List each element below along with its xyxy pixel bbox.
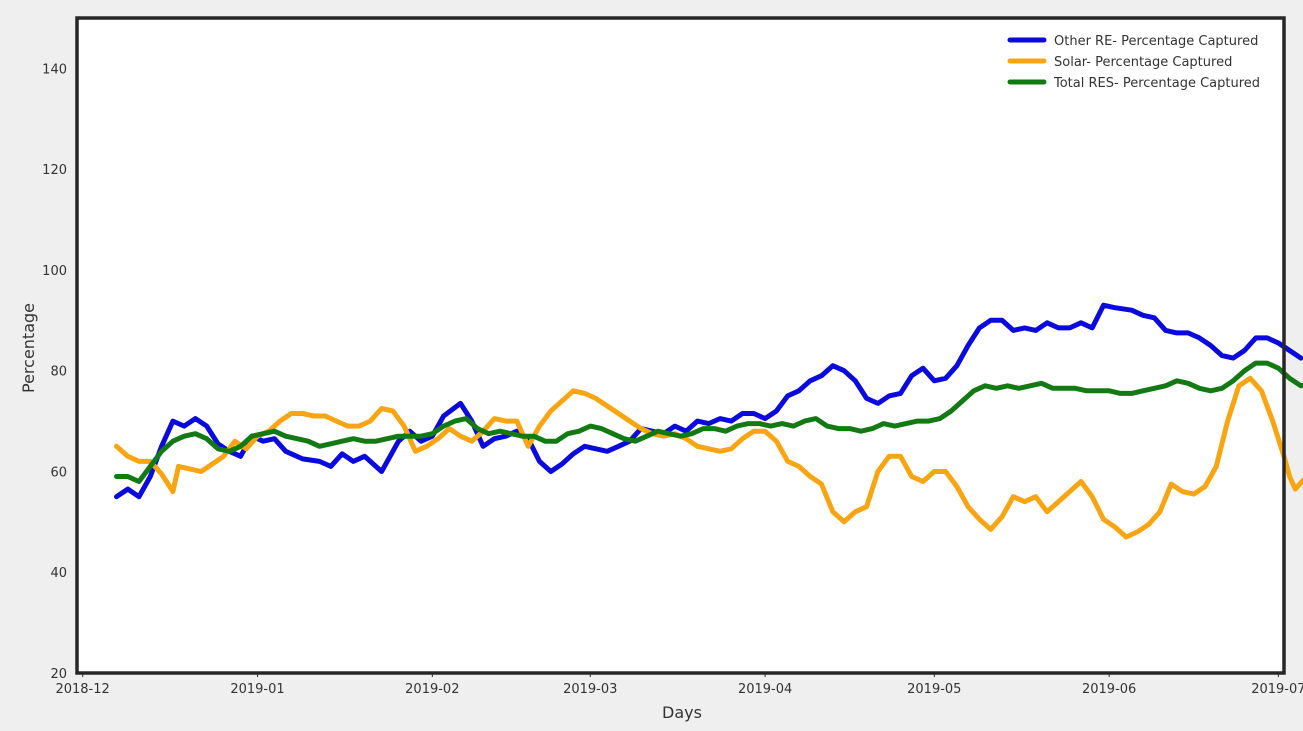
x-axis-label: Days: [662, 703, 702, 722]
legend-label-2: Total RES- Percentage Captured: [1053, 76, 1260, 91]
y-axis: 20 40 60 80 100 120 140: [42, 62, 67, 682]
x-tick-label: 2019-04: [738, 682, 792, 697]
legend-label-1: Solar- Percentage Captured: [1054, 55, 1232, 70]
plot-area: [77, 18, 1284, 673]
y-tick-label: 80: [50, 365, 67, 380]
y-axis-label: Percentage: [19, 303, 38, 393]
y-tick-label: 40: [50, 566, 67, 581]
x-axis: 2018-12 2019-01 2019-02 2019-03 2019-04 2019-…: [55, 673, 1303, 697]
series-line-1: [114, 375, 1303, 540]
legend-label-0: Other RE- Percentage Captured: [1054, 34, 1258, 49]
x-tick-label: 2019-02: [405, 682, 459, 697]
y-tick-label: 120: [42, 163, 67, 178]
y-tick-label: 20: [50, 667, 67, 682]
x-tick-label: 2019-01: [230, 682, 284, 697]
x-tick-label: 2019-06: [1082, 682, 1136, 697]
y-tick-label: 60: [50, 465, 67, 480]
legend: Other RE- Percentage Captured Solar- Perc…: [1007, 34, 1260, 91]
y-tick-label: 140: [42, 62, 67, 77]
series-layer: [114, 302, 1303, 540]
y-tick-label: 100: [42, 264, 67, 279]
plot-frame: [75, 16, 1286, 675]
series-line-2: [114, 360, 1303, 484]
x-tick-label: 2019-05: [907, 682, 961, 697]
series-line-0: [114, 302, 1303, 500]
x-tick-label: 2019-07: [1251, 682, 1303, 697]
x-tick-label: 2019-03: [563, 682, 617, 697]
x-tick-label: 2018-12: [55, 682, 109, 697]
